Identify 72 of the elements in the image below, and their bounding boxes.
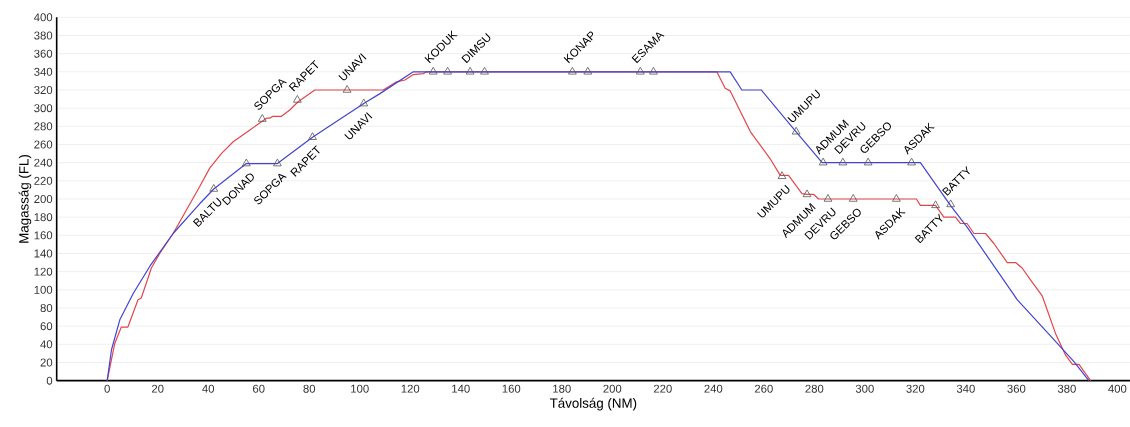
point: [838, 157, 848, 166]
x-tick-label: 40: [202, 384, 215, 393]
point: [777, 171, 787, 179]
point: [892, 194, 901, 202]
x-tick-label: 300: [855, 384, 874, 393]
x-tick-label: 340: [956, 384, 975, 393]
point: [242, 158, 251, 167]
point: [791, 126, 801, 135]
y-tick-label: 260: [34, 140, 53, 149]
point: [931, 200, 940, 209]
y-tick-label: 60: [40, 322, 53, 331]
point: [293, 95, 302, 103]
point: [946, 199, 956, 208]
point: [209, 184, 219, 192]
y-tick-label: 140: [34, 249, 53, 258]
x-axis-title: Távolság (NM): [549, 397, 637, 411]
y-tick-label: 300: [34, 104, 53, 113]
y-tick-label: 80: [40, 303, 53, 312]
y-tick-label: 220: [34, 176, 53, 185]
y-tick-label: 240: [34, 158, 53, 167]
y-tick-label: 120: [34, 267, 53, 276]
point: [257, 114, 267, 122]
x-tick-label: 260: [754, 384, 773, 393]
x-tick-label: 360: [1007, 384, 1026, 393]
x-tick-label: 220: [653, 384, 672, 393]
point: [443, 66, 452, 75]
y-tick-label: 320: [34, 85, 53, 94]
x-tick-label: 240: [704, 384, 723, 393]
point: [428, 66, 438, 75]
x-tick-label: 200: [603, 384, 622, 393]
x-tick-label: 60: [253, 384, 265, 393]
y-tick-label: 280: [34, 122, 53, 131]
point: [635, 66, 645, 75]
point: [802, 189, 812, 198]
point: [465, 66, 475, 75]
y-tick-label: 360: [34, 49, 53, 58]
x-tick-label: 0: [104, 384, 110, 393]
point: [308, 132, 317, 140]
point: [480, 66, 489, 75]
point: [583, 66, 593, 75]
y-tick-label: 160: [34, 231, 53, 240]
x-tick-label: 160: [502, 384, 521, 393]
point: [848, 194, 858, 202]
x-tick-label: 280: [805, 384, 824, 393]
point: [649, 66, 658, 75]
point: [863, 157, 873, 166]
y-tick-label: 40: [40, 340, 53, 349]
y-tick-label: 100: [34, 285, 53, 294]
point: [818, 157, 828, 166]
y-tick-label: 380: [34, 31, 53, 40]
point: [342, 85, 352, 93]
point: [359, 98, 369, 107]
y-tick-label: 200: [34, 194, 53, 203]
x-tick-label: 80: [303, 384, 316, 393]
x-tick-label: 180: [553, 384, 571, 393]
point: [823, 194, 833, 202]
y-tick-label: 340: [34, 67, 53, 76]
point: [568, 66, 577, 75]
x-tick-label: 20: [151, 384, 164, 393]
y-tick-label: 180: [34, 213, 53, 222]
point: [273, 158, 282, 167]
x-tick-label: 400: [1108, 384, 1127, 393]
x-tick-label: 120: [401, 384, 420, 393]
x-tick-label: 320: [906, 384, 925, 393]
x-tick-label: 140: [452, 384, 470, 393]
y-tick-label: 0: [46, 376, 53, 385]
y-tick-label: 20: [40, 358, 53, 367]
y-tick-label: 400: [33, 13, 53, 22]
y-axis-title: Magasság (FL): [18, 155, 32, 243]
x-tick-label: 380: [1057, 384, 1076, 393]
x-tick-label: 100: [351, 384, 369, 393]
point: [907, 157, 916, 166]
